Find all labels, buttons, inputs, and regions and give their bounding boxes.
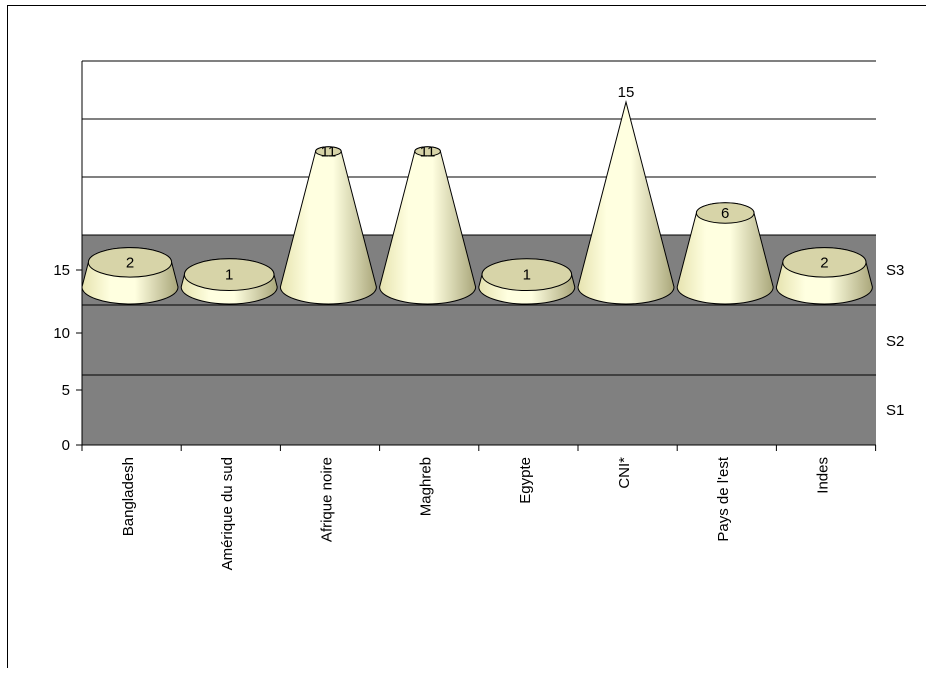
cone-bar — [279, 146, 377, 305]
cone-bar — [379, 146, 477, 305]
y-tick-label: 5 — [62, 382, 70, 399]
cone-bar — [577, 100, 675, 305]
data-label: 11 — [420, 143, 436, 160]
cone-top-face — [695, 202, 755, 224]
cones — [81, 100, 873, 305]
data-label: 1 — [225, 267, 233, 284]
labels: Bangladesh Amérique du sud Afrique noire Ma… — [120, 84, 831, 570]
data-label: 11 — [321, 143, 337, 160]
axes: 0 5 10 15 S3 S2 S1 — [53, 61, 904, 454]
cone-top-face — [87, 247, 173, 278]
x-tick-label: Pays de l'est — [715, 456, 732, 541]
cone-top-face — [481, 258, 573, 292]
x-tick-label: Afrique noire — [318, 457, 335, 542]
series-axis-label: S2 — [886, 333, 904, 350]
y-tick-label: 15 — [53, 262, 70, 279]
x-tick-label: CNI* — [616, 457, 633, 489]
data-label: 6 — [721, 205, 729, 222]
series-axis-label: S3 — [886, 262, 904, 279]
cone-top-face — [315, 146, 342, 157]
y-tick-label: 10 — [53, 325, 70, 342]
data-label: 2 — [820, 254, 828, 271]
cone-top-face — [183, 258, 275, 292]
x-tick-label: Amérique du sud — [219, 457, 236, 570]
cone-body — [577, 100, 675, 305]
cone-bar — [676, 202, 774, 305]
y-tick-label: 0 — [62, 437, 70, 454]
x-tick-label: Indes — [814, 457, 831, 494]
cone-bar — [81, 247, 179, 305]
cone-bar — [478, 258, 576, 305]
cone-bar — [180, 258, 278, 305]
cone-top-face — [414, 146, 441, 157]
data-label: 2 — [126, 254, 134, 271]
data-label: 15 — [618, 84, 635, 101]
x-tick-label: Bangladesh — [120, 457, 137, 536]
cone-bar — [775, 247, 873, 305]
x-tick-label: Egypte — [517, 457, 534, 504]
cone-top-face — [782, 247, 867, 278]
x-tick-label: Maghreb — [418, 457, 435, 516]
cone-body — [379, 146, 477, 305]
cone-body — [279, 146, 377, 305]
series-axis-label: S1 — [886, 402, 904, 419]
chart-frame — [7, 5, 926, 668]
data-label: 1 — [523, 267, 531, 284]
